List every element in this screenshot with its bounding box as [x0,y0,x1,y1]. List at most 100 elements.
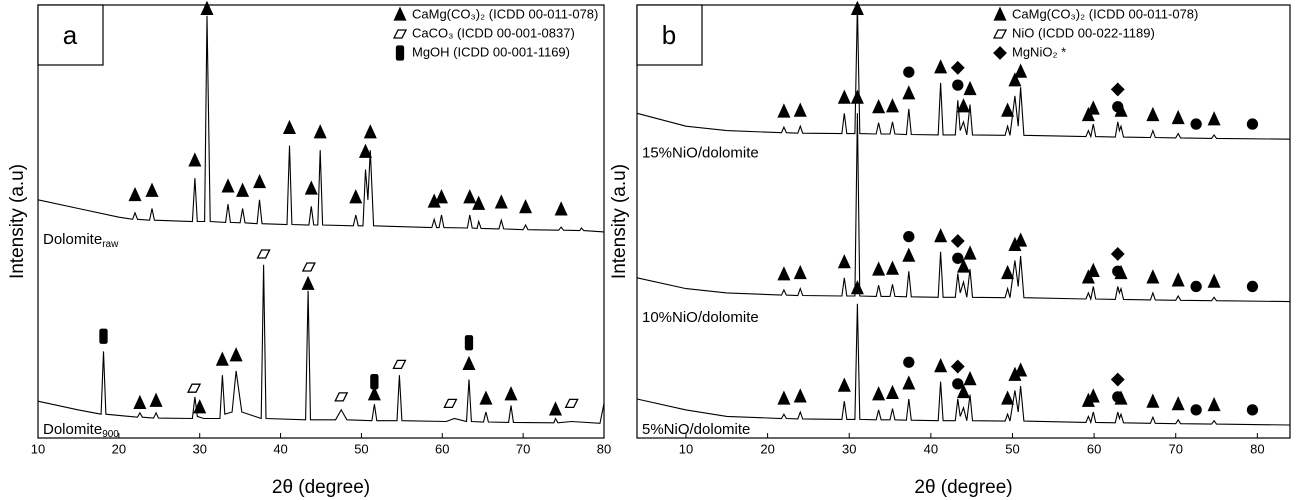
phase-marker [902,85,916,100]
phase-marker [903,231,915,243]
phase-marker [188,152,202,167]
phase-marker [837,377,851,392]
phase-marker [850,0,864,15]
legend-symbol [392,29,408,39]
x-axis-title: 2θ (degree) [914,477,1012,498]
legend-symbol [993,46,1007,60]
phase-marker [956,258,971,273]
phase-marker [1112,391,1124,403]
phase-marker [462,355,476,371]
phase-marker [934,59,948,74]
panel: 10 20 30 40 50 60 70 80 2θ (degree) Intensity (a.… [609,0,1291,498]
phase-marker [1112,101,1124,113]
x-tick-label: 40 [273,441,287,456]
phase-marker [282,119,296,135]
phase-marker [885,384,899,400]
x-tick-label: 10 [31,441,45,456]
panel: 10 20 30 40 50 60 70 80 2θ (degree) Intensity (a.… [7,0,611,498]
x-tick-label: 40 [924,441,938,456]
phase-marker [956,98,971,113]
phase-marker [934,228,948,243]
phase-marker [956,383,971,399]
phase-marker [1246,280,1259,293]
phase-marker [793,264,807,280]
x-tick-label: 70 [516,441,530,456]
phase-marker [1146,393,1160,408]
phase-marker [349,189,363,204]
phase-marker [1190,404,1202,416]
phase-marker [301,262,316,272]
phase-marker [193,399,207,414]
phase-marker [1086,388,1100,403]
series-name: Dolomite [43,231,102,248]
phase-marker [215,351,229,366]
pattern-line [37,264,605,424]
series-label: Dolomiteraw [43,231,119,250]
phase-marker [367,386,381,401]
phase-marker [837,254,851,269]
phase-marker [504,386,518,401]
phase-marker [885,98,899,113]
phase-marker [777,103,791,118]
x-tick-label: 50 [1005,441,1019,456]
phase-marker [128,186,142,202]
phase-marker [479,390,493,405]
phase-marker [200,0,214,15]
x-axis-title: 2θ (degree) [272,477,370,498]
phase-marker [1171,272,1185,287]
y-axis-title: Intensity (a.u) [609,164,630,279]
phase-marker [253,173,267,189]
phase-marker [902,247,916,262]
phase-marker [952,378,964,390]
phase-marker [99,328,108,344]
series-label: 15%NiO/dolomite [642,144,759,161]
series-name: 15%NiO/dolomite [642,144,759,161]
x-tick-label: 60 [435,441,449,456]
series-name-sub: 900 [102,429,119,440]
x-tick-label: 70 [1168,441,1182,456]
legend-label: CaCO₃ (ICDD 00-001-0837) [412,25,575,40]
phase-marker [777,390,791,405]
plot-frame [37,4,605,439]
phase-marker [1008,72,1022,87]
phase-marker [1086,100,1100,115]
panel-label-box [37,4,104,66]
phase-marker [952,252,964,264]
phase-marker [903,356,915,368]
phase-marker [850,89,864,104]
series-name: Dolomite [43,421,102,438]
series-name: 5%NiO/dolomite [642,421,750,438]
phase-marker [1246,404,1259,416]
phase-marker [313,124,327,139]
phase-marker [472,195,486,210]
phase-marker [963,80,977,96]
phase-marker [963,370,977,386]
x-tick-label: 20 [112,441,126,456]
legend-symbol [992,29,1008,39]
phase-marker [872,261,886,276]
phase-marker [885,260,899,275]
phase-marker [1086,262,1100,277]
x-tick-label: 30 [842,441,856,456]
phase-marker [902,375,916,390]
phase-marker [149,392,163,407]
phase-marker [1207,396,1221,412]
phase-marker [133,394,147,410]
y-axis-title: Intensity (a.u) [7,164,28,279]
phase-marker [903,66,915,78]
phase-marker [872,99,886,114]
phase-marker [1171,109,1185,125]
phase-marker [256,249,271,259]
legend-label: CaMg(CO₃)₂ (ICDD 00-011-078) [412,6,598,21]
phase-marker [963,245,977,260]
phase-marker [1171,396,1185,411]
phase-marker [1190,118,1202,130]
phase-marker [1001,264,1015,280]
phase-marker [1207,111,1221,126]
x-tick-label: 80 [1250,441,1264,456]
phase-marker [1112,265,1124,277]
phase-marker [950,359,965,374]
phase-marker [1001,102,1015,117]
phase-marker [1146,106,1160,122]
phase-marker [1207,273,1221,288]
